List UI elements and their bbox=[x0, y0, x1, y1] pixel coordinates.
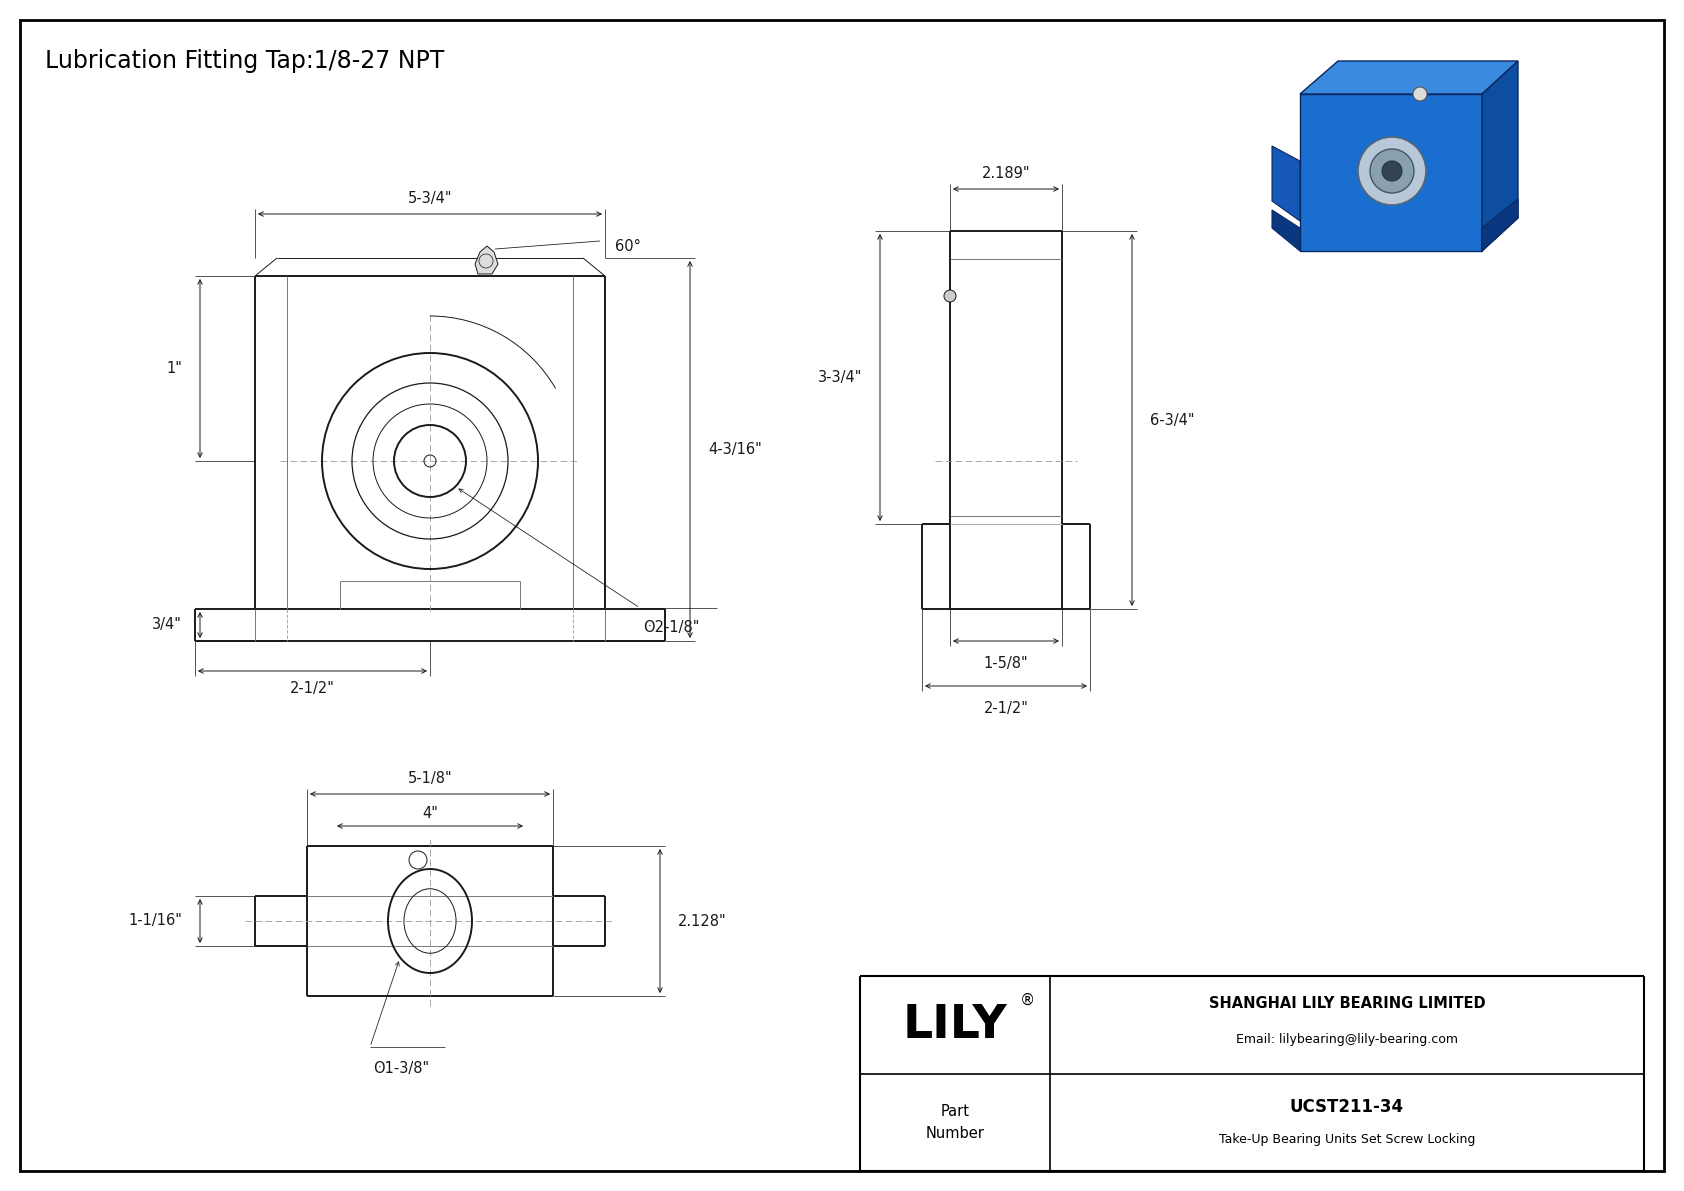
Text: 6-3/4": 6-3/4" bbox=[1150, 412, 1194, 428]
Text: 1-5/8": 1-5/8" bbox=[983, 656, 1029, 671]
Text: ®: ® bbox=[1019, 992, 1034, 1008]
Text: 60°: 60° bbox=[615, 238, 642, 254]
Text: ʘ2-1/8": ʘ2-1/8" bbox=[643, 621, 699, 635]
Polygon shape bbox=[1300, 94, 1482, 251]
Text: Take-Up Bearing Units Set Screw Locking: Take-Up Bearing Units Set Screw Locking bbox=[1219, 1133, 1475, 1146]
Polygon shape bbox=[1482, 61, 1517, 251]
Circle shape bbox=[1357, 137, 1426, 205]
Polygon shape bbox=[1271, 146, 1300, 222]
Circle shape bbox=[1383, 161, 1403, 181]
Text: SHANGHAI LILY BEARING LIMITED: SHANGHAI LILY BEARING LIMITED bbox=[1209, 996, 1485, 1010]
Polygon shape bbox=[475, 247, 498, 274]
Text: LILY: LILY bbox=[903, 1003, 1007, 1048]
Text: 2.128": 2.128" bbox=[679, 913, 726, 929]
Text: 2.189": 2.189" bbox=[982, 167, 1031, 181]
Text: 5-1/8": 5-1/8" bbox=[408, 772, 453, 786]
Text: 4-3/16": 4-3/16" bbox=[707, 442, 761, 457]
Text: 3/4": 3/4" bbox=[152, 617, 182, 632]
Text: Email: lilybearing@lily-bearing.com: Email: lilybearing@lily-bearing.com bbox=[1236, 1034, 1458, 1047]
Text: ʘ1-3/8": ʘ1-3/8" bbox=[372, 1061, 429, 1075]
Text: 1-1/16": 1-1/16" bbox=[128, 913, 182, 929]
Polygon shape bbox=[1300, 61, 1517, 94]
Text: UCST211-34: UCST211-34 bbox=[1290, 1098, 1404, 1116]
Polygon shape bbox=[1482, 199, 1517, 251]
Text: 3-3/4": 3-3/4" bbox=[818, 370, 862, 385]
Text: 2-1/2": 2-1/2" bbox=[983, 701, 1029, 716]
Circle shape bbox=[1413, 87, 1426, 101]
Text: 5-3/4": 5-3/4" bbox=[408, 191, 453, 206]
Circle shape bbox=[1371, 149, 1415, 193]
Text: 1": 1" bbox=[167, 361, 182, 376]
Text: 2-1/2": 2-1/2" bbox=[290, 681, 335, 697]
Text: Lubrication Fitting Tap:1/8-27 NPT: Lubrication Fitting Tap:1/8-27 NPT bbox=[45, 49, 445, 73]
Polygon shape bbox=[1271, 210, 1300, 251]
Text: 4": 4" bbox=[423, 805, 438, 821]
Circle shape bbox=[945, 289, 957, 303]
Text: Part
Number: Part Number bbox=[926, 1104, 985, 1141]
